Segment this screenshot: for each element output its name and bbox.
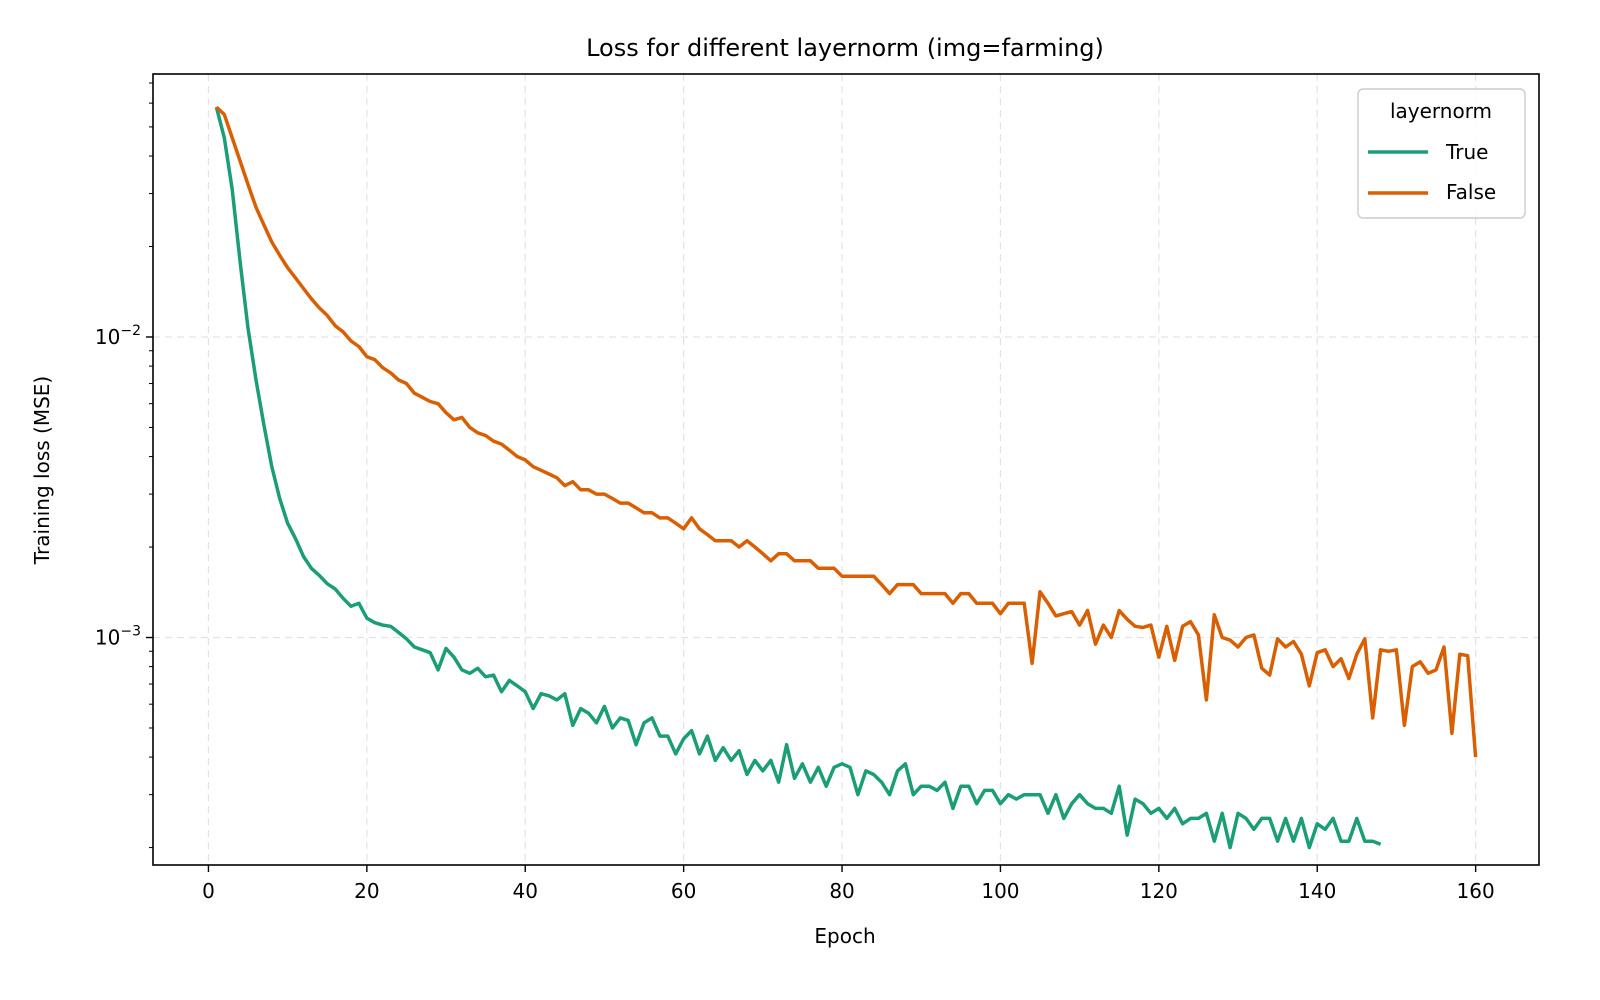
plot-frame — [152, 73, 1540, 866]
x-tick-label: 40 — [513, 879, 538, 903]
x-tick-label: 80 — [829, 879, 854, 903]
grid — [153, 74, 1539, 865]
y-tick-label: 10−3 — [95, 624, 141, 650]
x-tick-label: 20 — [354, 879, 379, 903]
legend-label-true: True — [1445, 140, 1488, 164]
y-axis: 10−2 10−3 — [95, 82, 153, 849]
chart-title: Loss for different layernorm (img=farmin… — [586, 34, 1104, 62]
series-line-false — [215, 105, 1478, 758]
series-line-true — [214, 106, 1382, 850]
x-tick-label: 100 — [981, 879, 1019, 903]
x-tick-label: 0 — [202, 879, 215, 903]
x-axis: 0 20 40 60 80 100 120 140 160 — [202, 865, 1495, 903]
series-layer — [214, 105, 1478, 850]
y-tick-label: 10−2 — [95, 323, 141, 349]
y-axis-label: Training loss (MSE) — [30, 376, 54, 565]
legend-title: layernorm — [1390, 99, 1492, 123]
x-tick-label: 120 — [1140, 879, 1178, 903]
x-tick-label: 60 — [671, 879, 696, 903]
x-tick-label: 140 — [1298, 879, 1336, 903]
legend: layernorm True False — [1357, 88, 1526, 219]
legend-label-false: False — [1446, 180, 1496, 204]
x-tick-label: 160 — [1457, 879, 1495, 903]
legend-box — [1357, 88, 1526, 219]
x-axis-label: Epoch — [814, 924, 875, 948]
